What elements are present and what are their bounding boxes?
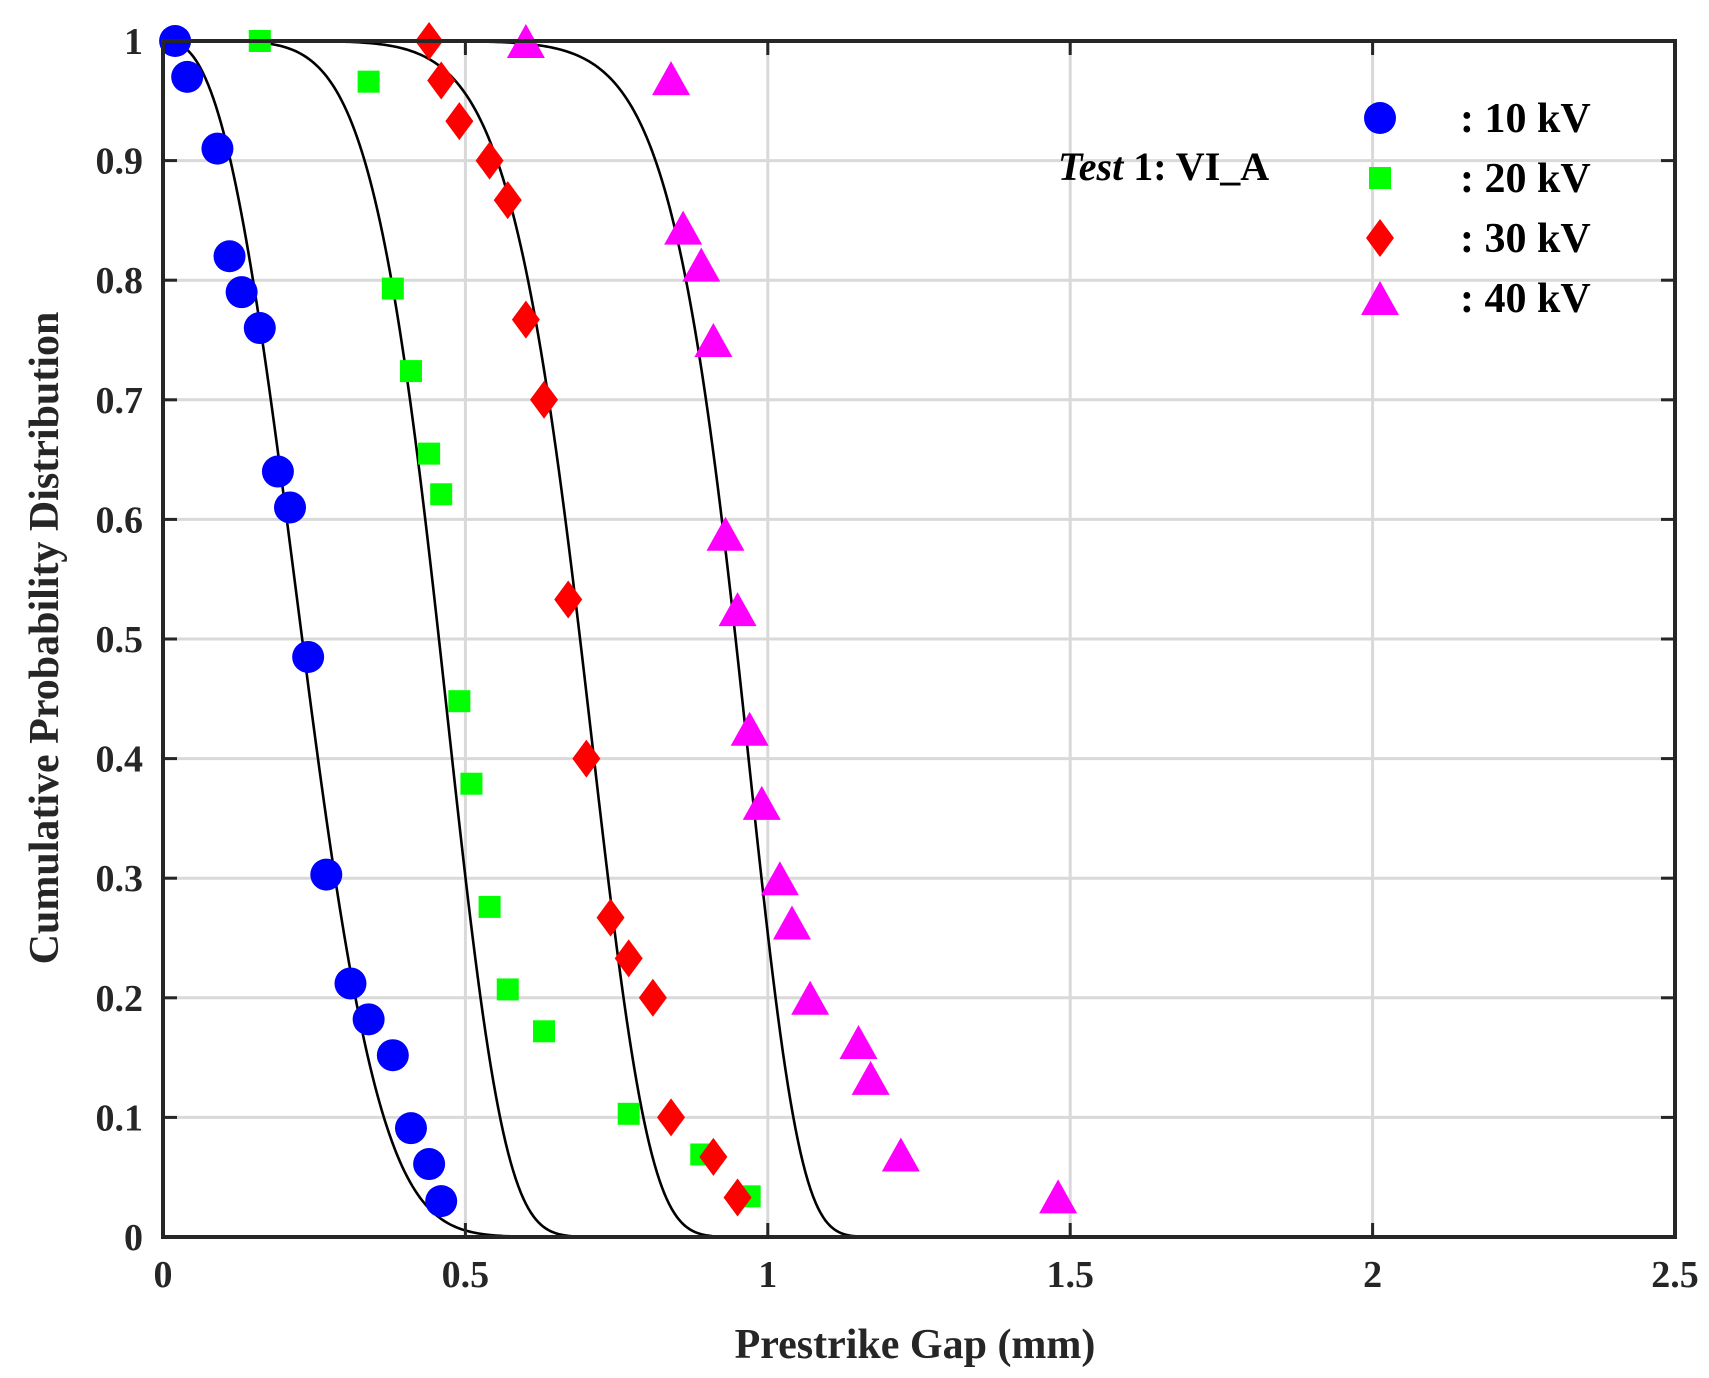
data-point-triangle (730, 711, 769, 746)
y-tick-labels: 0 0.1 0.2 0.3 0.4 0.5 0.6 0.7 0.8 0.9 1 (96, 21, 144, 1259)
y-tick-label: 0.2 (96, 978, 144, 1020)
data-point-triangle (839, 1025, 878, 1060)
data-point-diamond (723, 1178, 752, 1217)
data-point-triangle (742, 785, 781, 820)
data-point-diamond (493, 181, 522, 220)
series-group (159, 25, 458, 1218)
legend-label: : 30 kV (1460, 216, 1591, 262)
data-point-square (381, 277, 404, 300)
data-point-circle (376, 1039, 409, 1072)
data-point-circle (213, 240, 246, 273)
data-point-triangle (1039, 1179, 1078, 1214)
x-tick-label: 1 (758, 1254, 777, 1296)
data-point-diamond (596, 898, 625, 937)
y-tick-label: 0.7 (96, 380, 144, 422)
legend: : 10 kV : 20 kV : 30 kV : 40 kV (1361, 96, 1591, 322)
data-point-triangle (694, 323, 733, 357)
data-point-circle (413, 1148, 446, 1181)
data-point-square (430, 483, 453, 506)
data-point-diamond (530, 380, 559, 419)
data-point-square (357, 70, 380, 93)
data-point-diamond (475, 141, 504, 180)
data-point-triangle (772, 905, 811, 940)
tick-marks (161, 39, 1677, 1239)
annotation-rest: 1: VI_A (1123, 144, 1269, 189)
data-point-triangle (881, 1137, 920, 1172)
data-point-circle (274, 491, 307, 524)
data-point-circle (201, 132, 234, 165)
data-point-triangle (652, 61, 691, 96)
data-point-triangle (664, 210, 703, 245)
data-point-square (418, 442, 441, 465)
y-tick-label: 0.1 (96, 1097, 144, 1139)
data-point-triangle (760, 861, 799, 896)
data-point-square (617, 1102, 640, 1125)
x-tick-label: 2 (1363, 1254, 1382, 1296)
legend-label: : 10 kV (1460, 96, 1591, 142)
data-point-triangle (682, 247, 721, 282)
x-tick-label: 2.5 (1651, 1254, 1699, 1296)
data-point-circle (171, 60, 204, 93)
legend-marker-square (1369, 167, 1391, 189)
data-point-diamond (511, 300, 540, 339)
data-point-diamond (554, 580, 583, 619)
x-tick-label: 0.5 (442, 1254, 490, 1296)
y-tick-label: 1 (124, 21, 143, 63)
data-point-diamond (427, 61, 456, 100)
x-tick-label: 0 (154, 1254, 173, 1296)
legend-marker-circle (1364, 102, 1396, 134)
data-point-square (399, 360, 422, 383)
data-point-square (460, 772, 483, 795)
data-point-square (478, 895, 501, 918)
data-point-circle (261, 455, 294, 488)
data-point-circle (394, 1112, 427, 1145)
legend-marker-diamond (1366, 219, 1394, 257)
data-point-triangle (791, 980, 830, 1015)
data-point-diamond (572, 739, 601, 778)
y-tick-label: 0.5 (96, 619, 144, 661)
chart-annotation: Test 1: VI_A (1058, 144, 1269, 189)
data-point-triangle (718, 592, 757, 627)
data-point-diamond (445, 102, 474, 141)
data-point-circle (225, 276, 258, 309)
data-point-diamond (614, 939, 643, 978)
series-group (506, 24, 1078, 1214)
legend-label: : 20 kV (1460, 156, 1591, 202)
data-point-square (533, 1020, 556, 1043)
data-point-diamond (699, 1137, 728, 1176)
y-tick-label: 0.6 (96, 499, 144, 541)
series-group (415, 22, 752, 1217)
annotation-italic: Test (1058, 144, 1125, 189)
y-tick-label: 0.4 (96, 739, 144, 781)
data-point-circle (334, 967, 367, 1000)
y-axis-title: Cumulative Probability Distribution (22, 312, 68, 965)
data-markers (159, 22, 1078, 1218)
x-tick-labels: 0 0.5 1 1.5 2 2.5 (154, 1254, 1699, 1296)
data-point-circle (310, 858, 343, 891)
legend-label: : 40 kV (1460, 276, 1591, 322)
y-tick-label: 0.8 (96, 260, 144, 302)
data-point-circle (292, 640, 325, 673)
data-point-square (496, 978, 519, 1001)
data-point-square (448, 690, 471, 713)
data-point-diamond (657, 1098, 686, 1137)
y-tick-label: 0 (124, 1217, 143, 1259)
data-point-circle (425, 1185, 458, 1218)
x-axis-title: Prestrike Gap (mm) (735, 1322, 1096, 1368)
data-point-triangle (851, 1060, 890, 1095)
data-point-triangle (706, 516, 745, 551)
data-point-diamond (638, 978, 667, 1017)
x-tick-label: 1.5 (1046, 1254, 1094, 1296)
legend-marker-triangle (1361, 281, 1399, 315)
data-point-circle (352, 1003, 385, 1036)
data-point-circle (243, 312, 276, 345)
y-tick-label: 0.3 (96, 858, 144, 900)
y-tick-label: 0.9 (96, 141, 144, 183)
